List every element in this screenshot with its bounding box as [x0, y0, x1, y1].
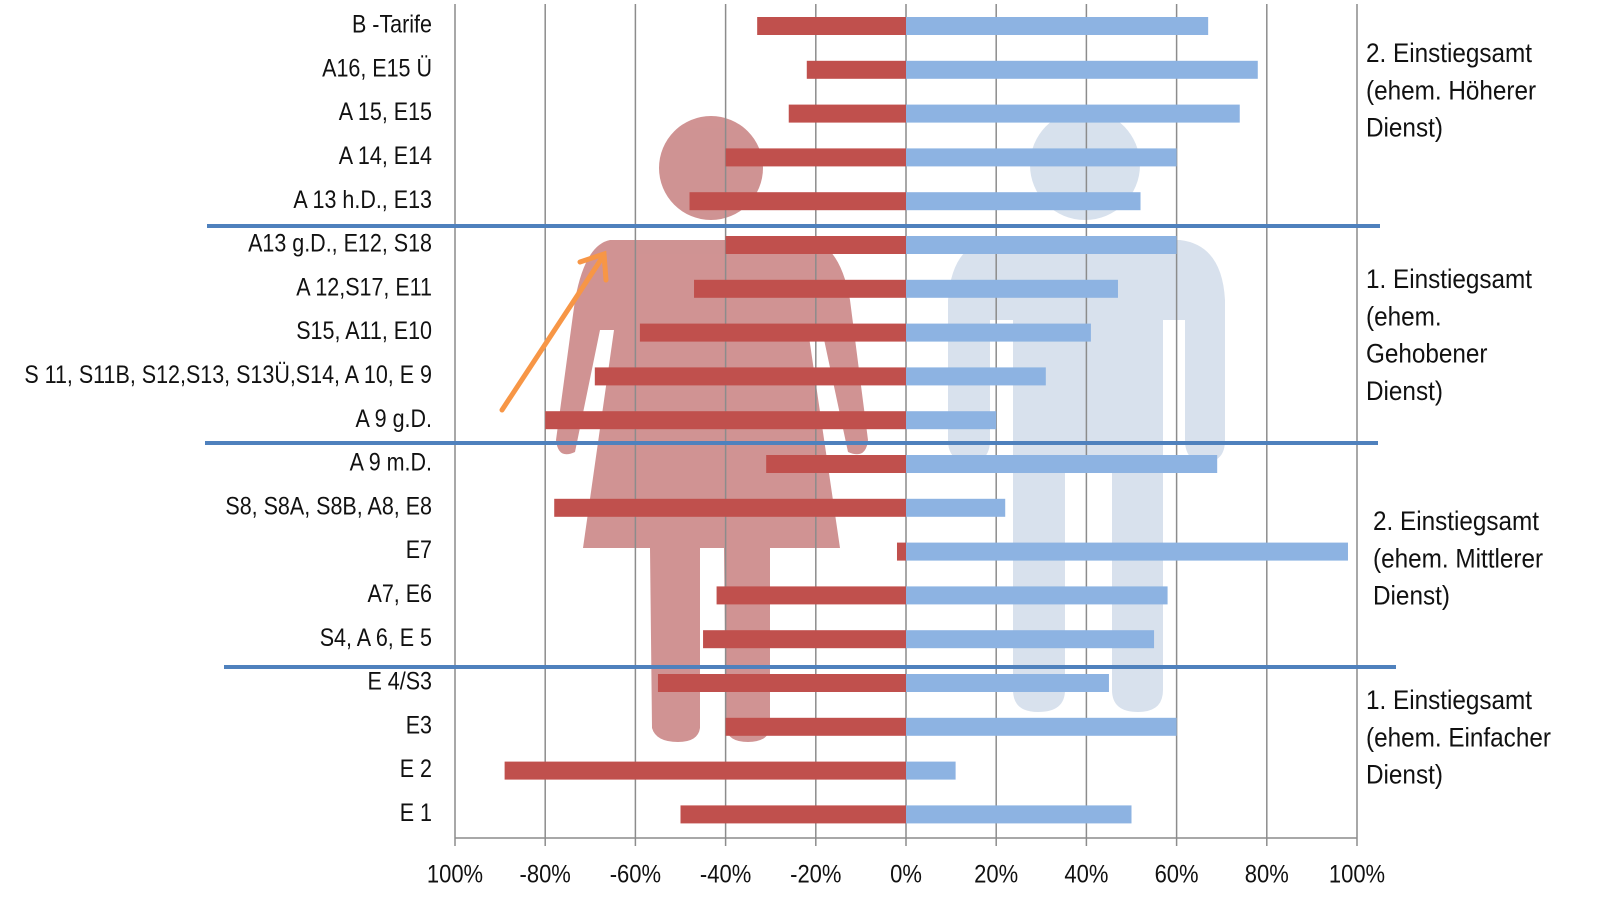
- bar: [906, 674, 1109, 692]
- bar: [716, 586, 906, 605]
- bar: [725, 717, 906, 736]
- group-label: 2. Einstiegsamt: [1366, 39, 1532, 68]
- bar: [757, 17, 906, 35]
- bar: [906, 148, 1177, 167]
- x-tick-label: 40%: [1064, 860, 1108, 888]
- y-tick-label: A16, E15 Ü: [322, 54, 432, 82]
- y-tick-label: A7, E6: [368, 579, 432, 607]
- bar: [788, 104, 906, 123]
- bar: [906, 411, 997, 430]
- bar: [906, 60, 1258, 79]
- x-tick-label: -40%: [700, 860, 751, 888]
- group-label: (ehem. Mittlerer: [1373, 544, 1543, 573]
- bar: [806, 60, 906, 79]
- arrow-head: [577, 250, 609, 283]
- bar: [594, 367, 906, 386]
- group-labels: 2. Einstiegsamt (ehem. Höherer Dienst) 1. E…: [1366, 39, 1551, 790]
- y-tick-label: S8, S8A, S8B, A8, E8: [225, 492, 432, 520]
- bar: [906, 367, 1046, 386]
- bar: [906, 104, 1240, 123]
- group-label: Gehobener: [1366, 340, 1488, 369]
- bar: [896, 542, 906, 561]
- bar: [906, 717, 1177, 736]
- x-tick-label: 100%: [1329, 860, 1385, 888]
- y-tick-label: A 15, E15: [339, 98, 432, 126]
- bar: [639, 323, 906, 342]
- bar: [906, 17, 1209, 35]
- bar: [554, 498, 906, 517]
- bar: [906, 192, 1141, 211]
- bar: [766, 455, 906, 473]
- group-label: Dienst): [1366, 761, 1443, 790]
- bar: [906, 805, 1132, 824]
- bar: [906, 455, 1218, 473]
- bar: [906, 236, 1177, 254]
- group-label: 1. Einstiegsamt: [1366, 265, 1532, 294]
- y-tick-label: A 14, E14: [339, 141, 432, 169]
- y-tick-label: E 4/S3: [368, 667, 432, 695]
- group-label: (ehem.: [1366, 302, 1442, 331]
- bar: [725, 236, 906, 254]
- arrow-shaft: [499, 255, 605, 413]
- bar: [906, 761, 956, 780]
- y-tick-label: E 2: [400, 755, 432, 783]
- plot-area: 100% -80% -60% -40% -20% 0% 20% 40% 60% 80% 100%: [427, 4, 1385, 888]
- group-label: 1. Einstiegsamt: [1366, 686, 1532, 715]
- y-tick-label: S15, A11, E10: [296, 317, 432, 345]
- bar: [725, 148, 906, 167]
- y-tick-label: A13 g.D., E12, S18: [248, 229, 432, 257]
- x-tick-label: -60%: [610, 860, 661, 888]
- bar: [906, 586, 1168, 605]
- y-tick-label: E7: [406, 536, 432, 564]
- category-labels: B -Tarife A16, E15 Ü A 15, E15 A 14, E14 A 1…: [24, 10, 432, 826]
- x-tick-label: 60%: [1155, 860, 1199, 888]
- group-label: (ehem. Einfacher: [1366, 723, 1551, 752]
- group-label: Dienst): [1366, 114, 1443, 143]
- y-tick-label: B -Tarife: [352, 10, 432, 38]
- bar: [680, 805, 906, 824]
- y-tick-label: E 1: [400, 798, 432, 826]
- y-tick-label: A 12,S17, E11: [296, 273, 432, 301]
- y-tick-label: A 9 m.D.: [350, 448, 432, 476]
- bar: [703, 630, 906, 649]
- bar: [906, 630, 1155, 649]
- bar: [694, 279, 906, 298]
- y-tick-label: E3: [406, 711, 432, 739]
- bar: [906, 498, 1006, 517]
- group-label: 2. Einstiegsamt: [1373, 507, 1539, 536]
- group-label: Dienst): [1366, 377, 1443, 406]
- group-label: Dienst): [1373, 582, 1450, 611]
- group-separators: [205, 224, 1396, 669]
- bar: [504, 761, 906, 780]
- x-tick-label: -20%: [790, 860, 841, 888]
- x-tick-label: 0%: [890, 860, 922, 888]
- bar: [906, 323, 1091, 342]
- x-tick-label: 80%: [1245, 860, 1289, 888]
- y-tick-label: A 13 h.D., E13: [293, 185, 432, 213]
- bar: [545, 411, 906, 430]
- x-tick-label: 20%: [974, 860, 1018, 888]
- x-tick-label: 100%: [427, 860, 483, 888]
- y-tick-label: A 9 g.D.: [356, 404, 432, 432]
- group-label: (ehem. Höherer: [1366, 76, 1537, 105]
- bar: [906, 279, 1118, 298]
- y-tick-label: S4, A 6, E 5: [320, 623, 432, 651]
- x-tick-label: -80%: [520, 860, 571, 888]
- bar: [906, 542, 1348, 561]
- y-tick-label: S 11, S11B, S12,S13, S13Ü,S14, A 10, E 9: [24, 360, 432, 388]
- bar: [689, 192, 906, 211]
- bar: [657, 674, 906, 692]
- arrow: [499, 250, 609, 413]
